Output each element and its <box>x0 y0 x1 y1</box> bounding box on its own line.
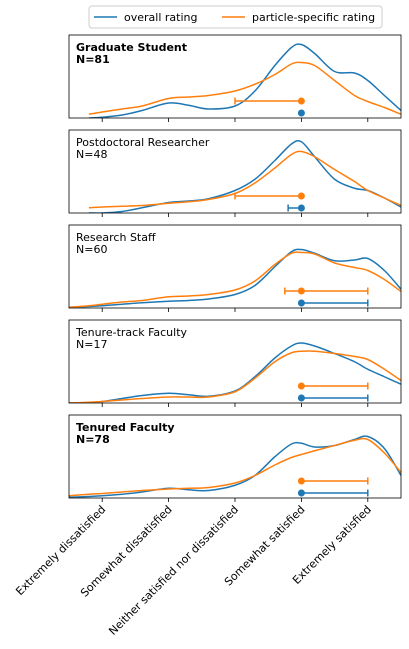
panel-tenure-track-faculty: Tenure-track Faculty N=17 <box>68 319 402 407</box>
median-interval-overall <box>297 299 369 307</box>
density-line-overall <box>69 248 401 308</box>
density-line-particle <box>88 61 401 115</box>
panel-density-curves <box>69 342 401 403</box>
density-line-particle <box>69 350 401 403</box>
median-point-particle <box>297 97 305 105</box>
median-point-overall <box>297 204 305 212</box>
panel-graduate-student: Graduate Student N=81 <box>68 34 402 122</box>
panel-n-label: N=78 <box>76 433 110 446</box>
median-point-overall <box>297 299 305 307</box>
panel-density-curves <box>88 139 401 213</box>
panel-title: Tenure-track Faculty <box>75 326 188 339</box>
panel-title: Research Staff <box>76 231 156 244</box>
legend-label-overall: overall rating <box>124 11 197 24</box>
median-point-overall <box>297 489 305 497</box>
median-interval-particle <box>234 97 305 105</box>
panel-title: Graduate Student <box>76 41 187 54</box>
panel-density-curves <box>69 248 401 308</box>
density-line-particle <box>88 150 401 209</box>
median-point-particle <box>297 192 305 200</box>
panel-postdoctoral-researcher: Postdoctoral Researcher N=48 <box>68 129 402 217</box>
median-point-particle <box>297 287 305 295</box>
density-line-overall <box>88 139 401 213</box>
legend-label-particle: particle-specific rating <box>252 11 375 24</box>
median-interval-particle <box>297 477 369 485</box>
median-point-overall <box>297 394 305 402</box>
median-interval-overall <box>297 489 369 497</box>
median-interval-particle <box>284 287 369 295</box>
median-interval-particle <box>234 192 305 200</box>
median-point-particle <box>297 477 305 485</box>
density-line-overall <box>88 43 401 118</box>
panel-title: Tenured Faculty <box>76 421 175 434</box>
density-line-overall <box>69 342 401 403</box>
median-interval-particle <box>297 382 369 390</box>
panel-n-label: N=48 <box>76 148 107 161</box>
panel-n-label: N=60 <box>76 243 107 256</box>
median-interval-overall <box>297 394 369 402</box>
median-point-particle <box>297 382 305 390</box>
median-interval-overall <box>297 109 305 117</box>
panel-title: Postdoctoral Researcher <box>76 136 210 149</box>
panel-n-label: N=17 <box>76 338 107 351</box>
median-interval-overall <box>287 204 305 212</box>
legend: overall rating particle-specific rating <box>88 5 383 29</box>
density-line-particle <box>69 437 401 497</box>
density-line-particle <box>69 251 401 308</box>
panel-research-staff: Research Staff N=60 <box>68 224 402 312</box>
panel-n-label: N=81 <box>76 53 110 66</box>
median-point-overall <box>297 109 305 117</box>
panel-tenured-faculty: Tenured Faculty N=78 <box>68 414 402 502</box>
panel-density-curves <box>88 43 401 118</box>
panel-density-curves <box>69 435 401 498</box>
